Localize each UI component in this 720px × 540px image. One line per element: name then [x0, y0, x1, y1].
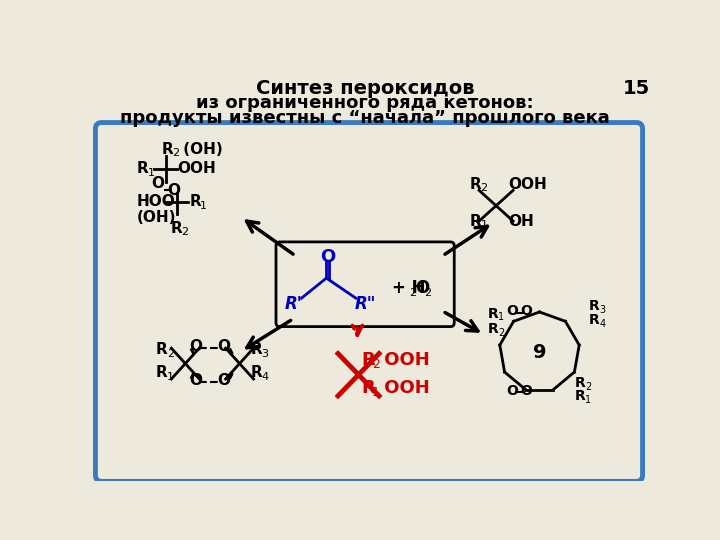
Text: O: O: [167, 183, 180, 198]
FancyBboxPatch shape: [276, 242, 454, 327]
Text: R: R: [171, 220, 182, 235]
Text: OOH: OOH: [377, 350, 429, 369]
Text: R: R: [588, 313, 599, 327]
Text: 1: 1: [481, 220, 487, 230]
Text: R: R: [575, 376, 585, 390]
Text: 2: 2: [498, 328, 505, 338]
Text: 1: 1: [372, 386, 380, 399]
Text: R: R: [361, 350, 375, 369]
Text: 15: 15: [623, 79, 650, 98]
Text: O: O: [189, 373, 202, 388]
Text: R: R: [156, 342, 168, 357]
Text: 1: 1: [148, 167, 154, 178]
Text: продукты известны с “начала” прошлого века: продукты известны с “начала” прошлого ве…: [120, 109, 610, 127]
Text: R: R: [156, 365, 168, 380]
Text: R: R: [469, 214, 482, 228]
Text: O: O: [506, 304, 518, 318]
Text: 9: 9: [533, 342, 546, 361]
Text: R: R: [361, 379, 375, 397]
Text: R: R: [161, 142, 173, 157]
Text: O: O: [320, 247, 336, 266]
Text: R: R: [251, 342, 262, 357]
FancyBboxPatch shape: [96, 123, 642, 481]
Text: O: O: [415, 279, 429, 297]
Text: R: R: [469, 177, 482, 192]
Text: OH: OH: [508, 214, 534, 228]
Text: 2: 2: [424, 288, 431, 298]
Text: OOH: OOH: [508, 177, 547, 192]
Text: из ограниченного ряда кетонов:: из ограниченного ряда кетонов:: [197, 94, 534, 112]
Text: R: R: [251, 365, 262, 380]
Text: 1: 1: [498, 312, 505, 322]
Text: OOH: OOH: [178, 161, 216, 176]
Text: 1: 1: [200, 201, 207, 211]
Text: R': R': [285, 295, 303, 313]
Text: 4: 4: [599, 319, 606, 328]
Text: O: O: [521, 304, 532, 318]
Text: 2: 2: [409, 288, 416, 298]
Text: 1: 1: [167, 372, 174, 382]
Text: R: R: [487, 307, 498, 321]
Text: + H: + H: [392, 279, 426, 297]
Text: 2: 2: [172, 148, 179, 158]
Text: R: R: [487, 322, 498, 336]
Text: 2: 2: [585, 382, 591, 392]
Text: O: O: [152, 176, 165, 191]
Text: 2: 2: [181, 227, 189, 237]
Text: OOH: OOH: [377, 379, 429, 397]
Text: Синтез пероксидов: Синтез пероксидов: [256, 79, 474, 98]
Text: 2: 2: [372, 358, 380, 371]
Text: 3: 3: [261, 348, 269, 359]
Text: R: R: [575, 389, 585, 403]
Text: 2: 2: [167, 348, 174, 359]
Text: O: O: [189, 339, 202, 354]
Text: R": R": [354, 295, 376, 313]
Text: R: R: [137, 161, 148, 176]
Text: (OH): (OH): [178, 142, 222, 157]
Text: 1: 1: [585, 395, 591, 405]
Text: 3: 3: [599, 305, 606, 315]
Text: R: R: [189, 194, 201, 210]
Text: HOO: HOO: [137, 194, 175, 210]
Text: (OH): (OH): [137, 210, 176, 225]
Text: 4: 4: [261, 372, 269, 382]
Text: O: O: [521, 383, 532, 397]
Text: 2: 2: [481, 183, 487, 193]
Text: O: O: [217, 373, 230, 388]
Text: O: O: [217, 339, 230, 354]
Text: R: R: [588, 299, 599, 313]
Text: O: O: [506, 383, 518, 397]
